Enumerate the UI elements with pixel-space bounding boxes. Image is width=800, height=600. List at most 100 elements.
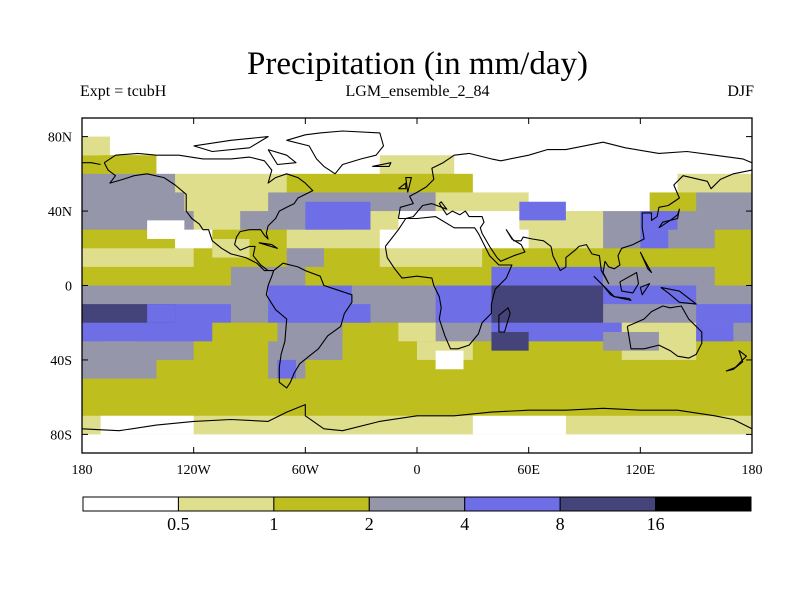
precip-fill-layer xyxy=(82,118,753,454)
precip-patch xyxy=(640,211,678,230)
precip-patch xyxy=(472,415,566,435)
colorbar-swatch xyxy=(559,496,657,512)
precip-cell xyxy=(212,322,278,342)
precip-cell xyxy=(435,192,530,212)
coastline xyxy=(267,149,297,166)
x-tick-label: 60W xyxy=(292,463,320,478)
precip-cell xyxy=(398,211,520,231)
precip-cell xyxy=(379,229,530,249)
precip-patch xyxy=(342,304,371,323)
precip-cell xyxy=(286,229,381,249)
precip-cell xyxy=(82,434,753,454)
precip-cell xyxy=(82,359,157,379)
precip-cell xyxy=(193,341,269,361)
precip-cell xyxy=(305,266,399,286)
precip-cell xyxy=(398,173,474,193)
precip-patch xyxy=(100,415,194,435)
coastline xyxy=(498,307,511,333)
precip-cell xyxy=(268,248,381,268)
precip-cell xyxy=(230,304,269,324)
precip-patch xyxy=(640,229,669,249)
precip-patch xyxy=(82,136,110,156)
coastline xyxy=(286,130,385,175)
coastline xyxy=(265,262,353,389)
precip-cell xyxy=(696,192,753,212)
precip-cell xyxy=(435,322,492,342)
precip-cell xyxy=(603,266,716,286)
precip-cell xyxy=(82,248,195,268)
precip-cell xyxy=(175,304,232,324)
precip-patch xyxy=(277,359,297,379)
precip-cell xyxy=(268,341,343,361)
precip-cell xyxy=(82,378,753,398)
precip-cell xyxy=(230,266,306,286)
precip-cell xyxy=(435,285,492,305)
precip-patch xyxy=(603,332,659,351)
coastline xyxy=(258,242,278,249)
ensemble-label: LGM_ensemble_2_84 xyxy=(345,83,490,100)
precip-patch xyxy=(305,201,371,230)
coastline xyxy=(81,404,753,432)
x-tick-label: 180 xyxy=(742,463,763,478)
coastline xyxy=(372,162,392,167)
axis-ticks: 180 120W 60W 0 60E 120E 180 80N 40N 0 40S 80S xyxy=(48,118,763,478)
precip-cell xyxy=(379,248,483,268)
x-tick-label: 120E xyxy=(626,463,656,478)
precip-patch xyxy=(286,248,324,267)
precip-cell xyxy=(82,285,232,305)
precip-patch xyxy=(305,285,334,305)
precip-cell xyxy=(175,229,213,249)
coastline xyxy=(614,296,632,301)
precip-patch xyxy=(696,322,734,342)
precip-cell xyxy=(82,136,753,156)
precip-patch xyxy=(147,220,185,239)
precip-cell xyxy=(621,248,753,268)
coastline xyxy=(82,162,101,166)
colorbar-swatch xyxy=(82,496,179,512)
precip-cell xyxy=(379,155,455,175)
precip-cell xyxy=(398,266,492,286)
colorbar-swatch xyxy=(177,496,275,512)
colorbar-swatch xyxy=(273,496,370,512)
coastline xyxy=(626,305,703,359)
x-tick-label: 180 xyxy=(72,463,93,478)
precip-cell xyxy=(175,173,288,193)
y-tick-label: 40N xyxy=(48,205,72,220)
precip-patch xyxy=(147,304,176,323)
precip-cell xyxy=(472,173,678,193)
precip-patch xyxy=(212,238,250,258)
precip-cell xyxy=(696,304,753,324)
colorbar-swatch xyxy=(464,496,561,512)
colorbar-level-label: 4 xyxy=(460,514,469,534)
coastline xyxy=(405,177,412,193)
precip-patch xyxy=(519,201,566,221)
colorbar-level-label: 0.5 xyxy=(167,514,190,534)
precip-cell xyxy=(528,229,604,249)
x-tick-label: 120W xyxy=(177,463,212,478)
y-tick-label: 0 xyxy=(65,280,72,295)
colorbar: 0.5 1 2 4 8 16 xyxy=(82,496,752,534)
coastline xyxy=(384,216,513,350)
precip-cell xyxy=(193,211,241,231)
colorbar-level-label: 8 xyxy=(556,514,565,534)
chart-title: Precipitation (in mm/day) xyxy=(247,46,588,82)
experiment-label: Expt = tcubH xyxy=(80,83,167,100)
colorbar-level-label: 2 xyxy=(365,514,374,534)
x-tick-label: 0 xyxy=(414,463,421,478)
coastline xyxy=(639,251,653,274)
colorbar-level-label: 1 xyxy=(269,514,278,534)
coastline xyxy=(398,169,753,285)
precip-cell xyxy=(156,155,381,175)
colorbar-swatch xyxy=(655,496,752,512)
precip-cell xyxy=(286,173,399,193)
precip-cell xyxy=(268,304,343,324)
precip-cell xyxy=(435,304,492,324)
coastline xyxy=(397,141,753,219)
precip-cell xyxy=(491,285,604,305)
precip-cell xyxy=(491,266,604,286)
precip-patch xyxy=(100,341,138,360)
precip-cell xyxy=(714,229,753,249)
coastline xyxy=(658,208,680,229)
coastline-layer xyxy=(81,130,753,432)
